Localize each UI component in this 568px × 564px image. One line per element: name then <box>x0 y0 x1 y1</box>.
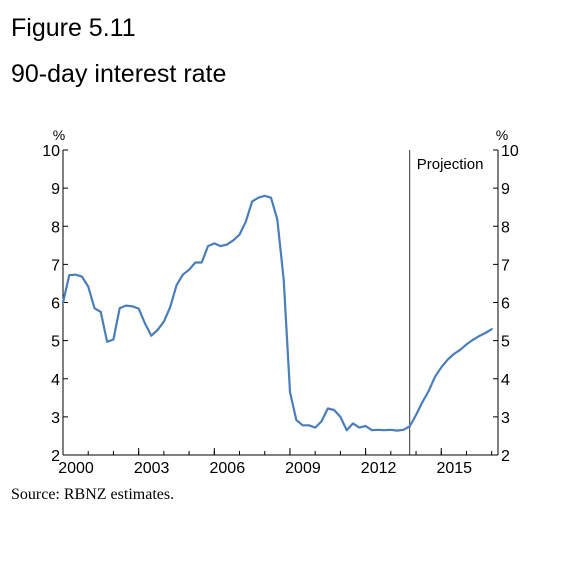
x-tick-label: 2003 <box>134 460 170 477</box>
right-y-tick-label: 2 <box>501 448 510 465</box>
right-axis-unit: % <box>496 127 508 143</box>
right-y-tick-label: 10 <box>501 143 519 160</box>
left-y-tick-label: 2 <box>51 448 60 465</box>
x-tick-label: 2012 <box>361 460 397 477</box>
x-tick-label: 2000 <box>58 460 94 477</box>
x-tick-label: 2009 <box>285 460 321 477</box>
figure-number: Figure 5.11 <box>11 14 136 42</box>
left-y-tick-label: 7 <box>51 257 60 274</box>
x-tick-label: 2015 <box>436 460 472 477</box>
x-tick-label: 2006 <box>210 460 246 477</box>
right-y-tick-label: 3 <box>501 410 510 427</box>
left-y-tick-label: 3 <box>51 410 60 427</box>
interest-rate-line <box>61 194 493 432</box>
left-y-tick-label: 10 <box>42 143 60 160</box>
figure-subtitle: 90-day interest rate <box>11 60 227 88</box>
right-y-tick-label: 7 <box>501 257 510 274</box>
right-y-tick-label: 6 <box>501 296 510 313</box>
source-note: Source: RBNZ estimates. <box>11 486 175 503</box>
chart-axes: % % 2 2 3 3 4 4 5 5 6 6 7 7 8 8 9 9 10 10 2000 2003 2006 2009 20… <box>42 127 519 477</box>
left-y-tick-label: 8 <box>51 219 60 236</box>
right-y-tick-label: 4 <box>501 372 510 389</box>
left-axis-unit: % <box>53 127 65 143</box>
right-y-tick-label: 8 <box>501 219 510 236</box>
projection-label: Projection <box>417 156 484 173</box>
chart-marks: Projection <box>61 150 493 455</box>
left-y-tick-label: 5 <box>51 334 60 351</box>
left-y-tick-label: 4 <box>51 372 60 389</box>
left-y-tick-label: 6 <box>51 296 60 313</box>
line-chart: % % 2 2 3 3 4 4 5 5 6 6 7 7 8 8 9 9 10 10 2000 2003 2006 2009 20… <box>42 127 519 477</box>
right-y-tick-label: 9 <box>501 181 510 198</box>
left-y-tick-label: 9 <box>51 181 60 198</box>
right-y-tick-label: 5 <box>501 334 510 351</box>
